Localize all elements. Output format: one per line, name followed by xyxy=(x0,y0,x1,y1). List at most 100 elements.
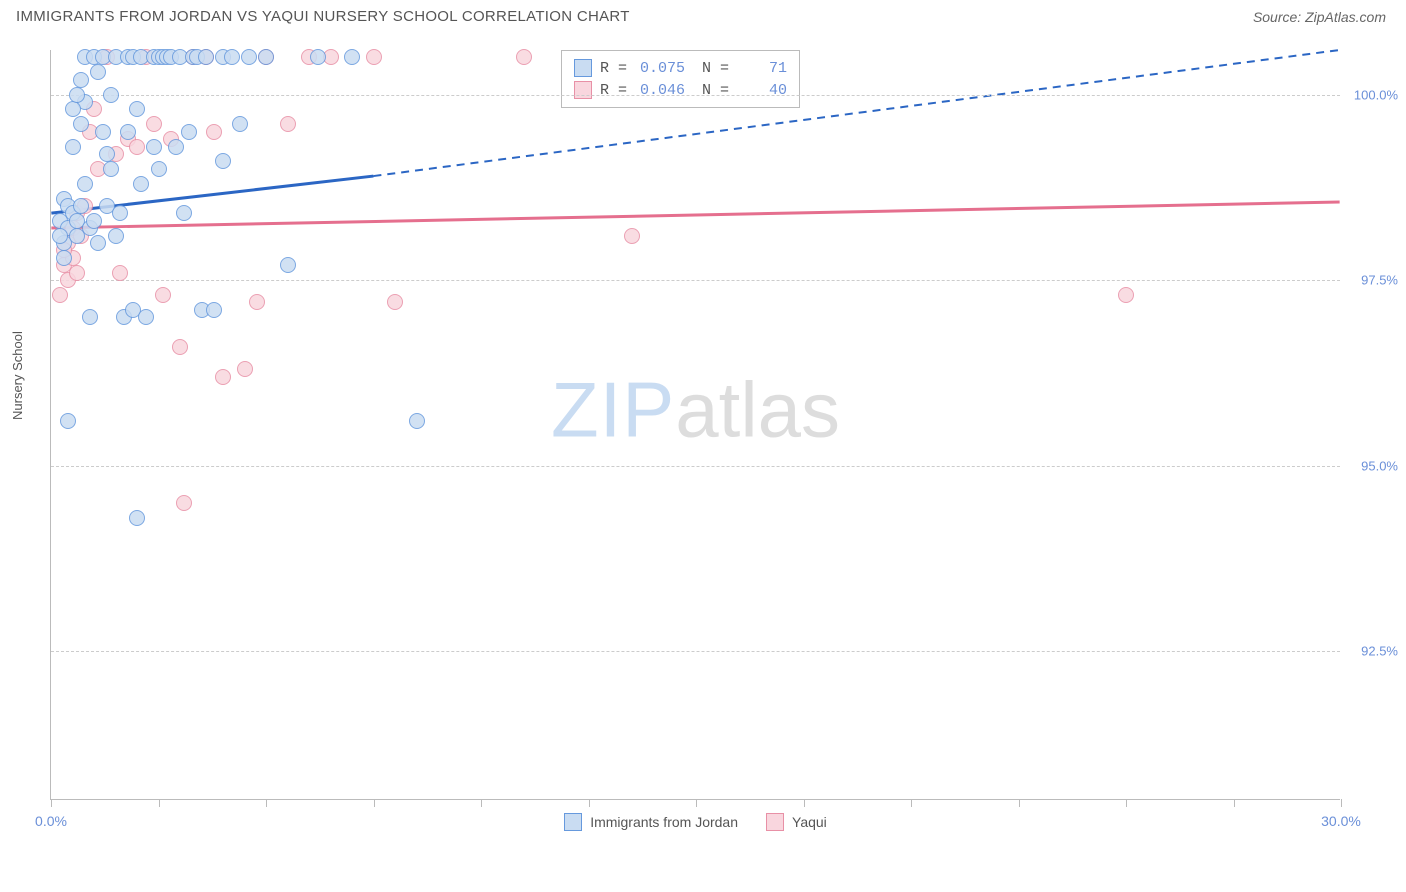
swatch-series2 xyxy=(574,81,592,99)
legend-swatch-series1 xyxy=(564,813,582,831)
scatter-point-series2 xyxy=(206,124,222,140)
gridline xyxy=(51,466,1340,467)
x-tick xyxy=(159,799,160,807)
y-axis-label: Nursery School xyxy=(10,331,25,420)
x-tick xyxy=(804,799,805,807)
y-tick-label: 95.0% xyxy=(1361,458,1398,473)
x-tick xyxy=(1126,799,1127,807)
gridline xyxy=(51,651,1340,652)
x-tick xyxy=(589,799,590,807)
scatter-point-series2 xyxy=(69,265,85,281)
y-tick-label: 97.5% xyxy=(1361,273,1398,288)
scatter-point-series1 xyxy=(344,49,360,65)
x-tick xyxy=(1341,799,1342,807)
x-tick xyxy=(266,799,267,807)
x-tick-label: 0.0% xyxy=(35,813,67,829)
scatter-point-series2 xyxy=(1118,287,1134,303)
scatter-point-series2 xyxy=(237,361,253,377)
scatter-point-series1 xyxy=(258,49,274,65)
scatter-point-series2 xyxy=(387,294,403,310)
trend-lines-layer xyxy=(51,50,1340,799)
scatter-point-series1 xyxy=(86,213,102,229)
stats-n-series1: 71 xyxy=(737,60,787,77)
x-tick xyxy=(1234,799,1235,807)
scatter-point-series1 xyxy=(60,413,76,429)
stats-legend-box: R =0.075 N =71 R =0.046 N =40 xyxy=(561,50,800,108)
scatter-point-series1 xyxy=(90,64,106,80)
x-tick-label: 30.0% xyxy=(1321,813,1361,829)
swatch-series1 xyxy=(574,59,592,77)
x-tick xyxy=(481,799,482,807)
scatter-point-series2 xyxy=(176,495,192,511)
scatter-point-series2 xyxy=(112,265,128,281)
scatter-point-series1 xyxy=(95,124,111,140)
scatter-point-series1 xyxy=(73,116,89,132)
scatter-point-series1 xyxy=(112,205,128,221)
scatter-point-series1 xyxy=(120,124,136,140)
scatter-point-series1 xyxy=(52,228,68,244)
scatter-point-series2 xyxy=(52,287,68,303)
stats-r-series2: 0.046 xyxy=(635,82,685,99)
scatter-point-series1 xyxy=(90,235,106,251)
scatter-point-series1 xyxy=(146,139,162,155)
scatter-point-series1 xyxy=(129,510,145,526)
chart-title: IMMIGRANTS FROM JORDAN VS YAQUI NURSERY … xyxy=(16,8,630,25)
scatter-point-series1 xyxy=(168,139,184,155)
scatter-point-series1 xyxy=(99,146,115,162)
stats-r-series1: 0.075 xyxy=(635,60,685,77)
scatter-point-series1 xyxy=(224,49,240,65)
scatter-point-series1 xyxy=(73,72,89,88)
scatter-point-series2 xyxy=(172,339,188,355)
scatter-point-series1 xyxy=(241,49,257,65)
scatter-point-series1 xyxy=(151,161,167,177)
scatter-point-series2 xyxy=(215,369,231,385)
scatter-point-series1 xyxy=(65,101,81,117)
scatter-point-series1 xyxy=(56,250,72,266)
scatter-point-series1 xyxy=(65,139,81,155)
scatter-point-series2 xyxy=(129,139,145,155)
scatter-point-series1 xyxy=(181,124,197,140)
legend-label-series2: Yaqui xyxy=(792,814,827,830)
scatter-point-series1 xyxy=(69,87,85,103)
scatter-point-series2 xyxy=(155,287,171,303)
trend-line xyxy=(373,50,1339,176)
scatter-point-series2 xyxy=(249,294,265,310)
trend-line xyxy=(51,202,1339,228)
scatter-point-series1 xyxy=(73,198,89,214)
legend-swatch-series2 xyxy=(766,813,784,831)
gridline xyxy=(51,280,1340,281)
scatter-point-series1 xyxy=(133,176,149,192)
scatter-point-series1 xyxy=(232,116,248,132)
x-tick xyxy=(696,799,697,807)
scatter-point-series2 xyxy=(516,49,532,65)
scatter-point-series1 xyxy=(129,101,145,117)
watermark-atlas: atlas xyxy=(675,365,840,453)
watermark: ZIPatlas xyxy=(551,364,840,455)
scatter-point-series1 xyxy=(215,153,231,169)
scatter-point-series1 xyxy=(103,87,119,103)
x-tick xyxy=(51,799,52,807)
y-tick-label: 100.0% xyxy=(1354,87,1398,102)
legend-item-series2: Yaqui xyxy=(766,813,827,831)
scatter-point-series1 xyxy=(82,309,98,325)
scatter-point-series1 xyxy=(108,228,124,244)
y-tick-label: 92.5% xyxy=(1361,644,1398,659)
source-label: Source: ZipAtlas.com xyxy=(1253,9,1386,25)
scatter-point-series2 xyxy=(624,228,640,244)
scatter-point-series1 xyxy=(198,49,214,65)
scatter-point-series1 xyxy=(77,176,93,192)
scatter-point-series1 xyxy=(103,161,119,177)
scatter-point-series1 xyxy=(409,413,425,429)
watermark-zip: ZIP xyxy=(551,365,675,453)
scatter-point-series2 xyxy=(280,116,296,132)
stats-row-series2: R =0.046 N =40 xyxy=(574,79,787,101)
scatter-point-series1 xyxy=(138,309,154,325)
scatter-point-series2 xyxy=(146,116,162,132)
stats-n-series2: 40 xyxy=(737,82,787,99)
x-tick xyxy=(374,799,375,807)
scatter-point-series1 xyxy=(310,49,326,65)
x-tick xyxy=(1019,799,1020,807)
legend-item-series1: Immigrants from Jordan xyxy=(564,813,738,831)
stats-row-series1: R =0.075 N =71 xyxy=(574,57,787,79)
scatter-point-series2 xyxy=(366,49,382,65)
